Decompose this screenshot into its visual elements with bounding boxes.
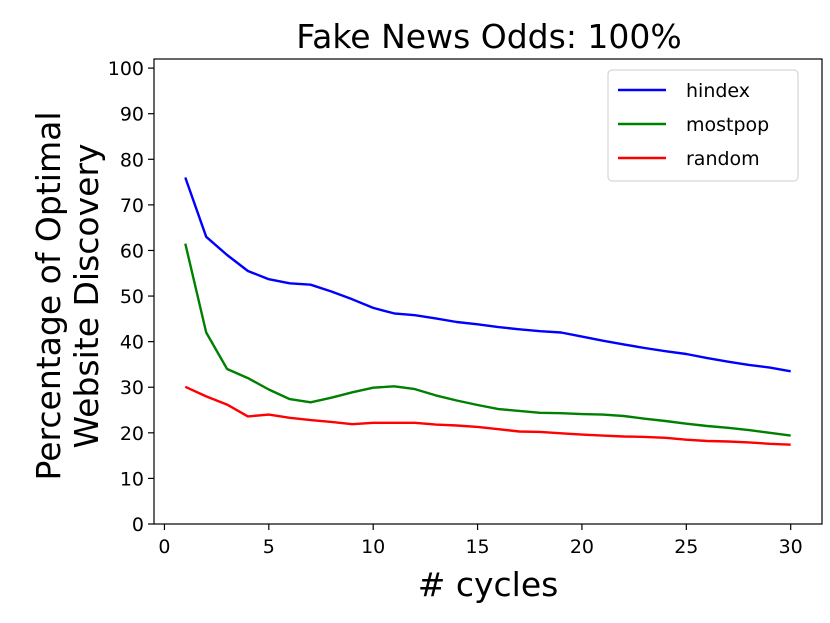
chart-title: Fake News Odds: 100% [296,17,682,56]
y-axis: 0 10 20 30 40 50 60 70 80 90 100 [108,58,154,536]
x-axis-label: # cycles [418,565,559,604]
y-tick-label: 80 [120,149,144,171]
x-tick-label: 10 [361,536,385,558]
y-tick-label: 60 [120,240,144,262]
y-tick-label: 30 [120,377,144,399]
x-tick-label: 15 [465,536,489,558]
x-axis: 0 5 10 15 20 25 30 [158,524,803,558]
y-tick-label: 90 [120,104,144,126]
legend-label-mostpop: mostpop [686,114,769,136]
legend-box [607,69,799,182]
plot-frame [153,58,823,525]
x-tick-label: 5 [263,536,275,558]
y-axis-label-line-2: Website Discovery [67,143,106,448]
x-tick-label: 30 [779,536,803,558]
legend-label-hindex: hindex [686,80,750,102]
y-tick-label: 10 [120,468,144,490]
x-tick-label: 0 [158,536,170,558]
y-axis-label-line-1: Percentage of Optimal [29,112,68,481]
x-tick-label: 25 [674,536,698,558]
legend: hindex mostpop random [607,69,799,182]
y-tick-label: 40 [120,332,144,354]
series-line-random [184,385,791,446]
plot-area [184,177,791,446]
x-tick-label: 20 [570,536,594,558]
y-tick-label: 20 [120,423,144,445]
y-tick-label: 70 [120,195,144,217]
series-line-hindex [184,177,791,373]
y-tick-label: 100 [108,58,144,80]
legend-label-random: random [686,148,760,170]
series-line-mostpop [184,243,791,437]
y-tick-label: 0 [132,514,144,536]
y-tick-label: 50 [120,286,144,308]
y-axis-label: Percentage of Optimal Website Discovery [29,112,106,481]
